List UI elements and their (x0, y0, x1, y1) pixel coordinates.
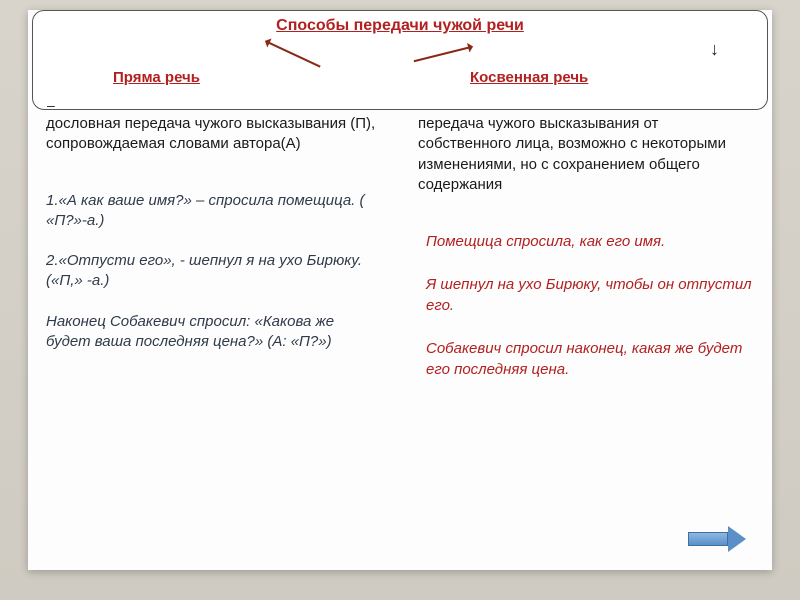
subhead-indirect-speech: Косвенная речь (350, 69, 707, 86)
slide: Способы передачи чужой речи Пряма речь К… (28, 10, 772, 570)
next-button[interactable] (688, 526, 748, 552)
indirect-example-2: Я шепнул на ухо Бирюку, чтобы он отпусти… (418, 274, 754, 316)
header-box: Способы передачи чужой речи Пряма речь К… (32, 10, 768, 110)
direct-example-3: Наконец Собакевич спросил: «Какова же бу… (46, 312, 382, 353)
main-title: Способы передачи чужой речи (33, 17, 767, 35)
subhead-direct-speech: Пряма речь (113, 69, 350, 86)
subheadings-row: Пряма речь Косвенная речь (33, 69, 767, 86)
direct-example-2: 2.«Отпусти его», - шепнул я на ухо Бирюк… (46, 251, 382, 292)
left-column: дословная передача чужого высказывания (… (46, 114, 382, 558)
indirect-example-3: Собакевич спросил наконец, какая же буде… (418, 338, 754, 380)
content-columns: дословная передача чужого высказывания (… (46, 114, 754, 558)
right-column: передача чужого высказывания от собствен… (418, 114, 754, 558)
arrow-right-icon (414, 46, 473, 62)
direct-example-1: 1.«А как ваше имя?» – спросила помещица.… (46, 191, 382, 232)
next-arrow-body-icon (688, 532, 728, 546)
indirect-example-1: Помещица спросила, как его имя. (418, 231, 754, 252)
down-arrow-icon: ↓ (710, 39, 719, 60)
next-arrow-head-icon (728, 526, 746, 552)
indirect-speech-definition: передача чужого высказывания от собствен… (418, 114, 754, 195)
direct-speech-definition: дословная передача чужого высказывания (… (46, 114, 382, 155)
arrow-left-icon (265, 40, 320, 67)
dash-mark: – (47, 97, 55, 113)
